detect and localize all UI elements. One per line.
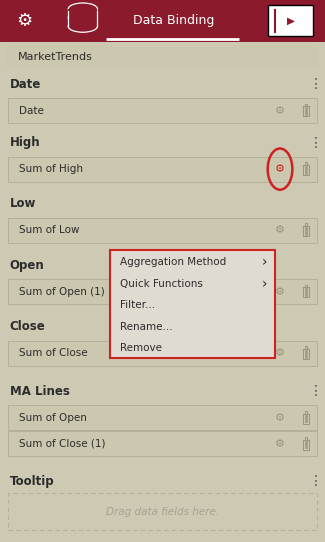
- Text: ⚙: ⚙: [16, 12, 32, 30]
- Text: ▶: ▶: [287, 16, 295, 26]
- Bar: [68, 9, 98, 27]
- Text: High: High: [10, 136, 40, 149]
- Text: ⋮: ⋮: [309, 474, 323, 488]
- Text: Aggregation Method: Aggregation Method: [120, 257, 227, 267]
- Text: Filter...: Filter...: [120, 300, 155, 310]
- Text: Low: Low: [10, 197, 36, 210]
- Bar: [6, 45, 318, 69]
- Text: ›: ›: [262, 276, 267, 291]
- Text: ⋮: ⋮: [309, 77, 323, 91]
- Text: ⚙: ⚙: [275, 349, 285, 358]
- Text: ⚙: ⚙: [275, 439, 285, 449]
- Text: Quick Functions: Quick Functions: [120, 279, 203, 289]
- Text: Remove: Remove: [120, 343, 162, 353]
- Text: Sum of Open: Sum of Open: [20, 413, 87, 423]
- Bar: [0, 0, 325, 42]
- FancyBboxPatch shape: [8, 405, 317, 430]
- Text: Date: Date: [20, 106, 45, 115]
- Text: Sum of Close (1): Sum of Close (1): [20, 439, 106, 449]
- Text: ›: ›: [262, 255, 267, 269]
- Text: ⚙: ⚙: [275, 413, 285, 423]
- FancyBboxPatch shape: [268, 5, 314, 36]
- Text: ⚙: ⚙: [275, 106, 285, 115]
- FancyBboxPatch shape: [8, 341, 317, 366]
- Text: Date: Date: [10, 78, 41, 91]
- Text: MA Lines: MA Lines: [10, 385, 70, 398]
- Text: Tooltip: Tooltip: [10, 475, 54, 488]
- Text: Open: Open: [10, 259, 45, 272]
- FancyBboxPatch shape: [8, 279, 317, 304]
- Text: ⚙: ⚙: [275, 225, 285, 235]
- Text: Data Binding: Data Binding: [133, 15, 214, 27]
- Text: Sum of Close: Sum of Close: [20, 349, 88, 358]
- Text: Sum of Low: Sum of Low: [20, 225, 80, 235]
- Text: Drag data fields here.: Drag data fields here.: [106, 507, 219, 517]
- Text: Close: Close: [10, 320, 46, 333]
- FancyBboxPatch shape: [111, 250, 275, 358]
- Text: MarketTrends: MarketTrends: [18, 52, 93, 62]
- Text: ⋮: ⋮: [309, 136, 323, 150]
- Text: Rename...: Rename...: [120, 321, 173, 332]
- FancyBboxPatch shape: [8, 218, 317, 243]
- Text: ⚙: ⚙: [275, 287, 285, 296]
- FancyBboxPatch shape: [8, 431, 317, 456]
- Text: ⚙: ⚙: [275, 164, 285, 174]
- FancyBboxPatch shape: [8, 157, 317, 182]
- FancyBboxPatch shape: [8, 98, 317, 123]
- Text: Sum of Open (1): Sum of Open (1): [20, 287, 105, 296]
- Text: ⋮: ⋮: [309, 384, 323, 398]
- Text: Sum of High: Sum of High: [20, 164, 84, 174]
